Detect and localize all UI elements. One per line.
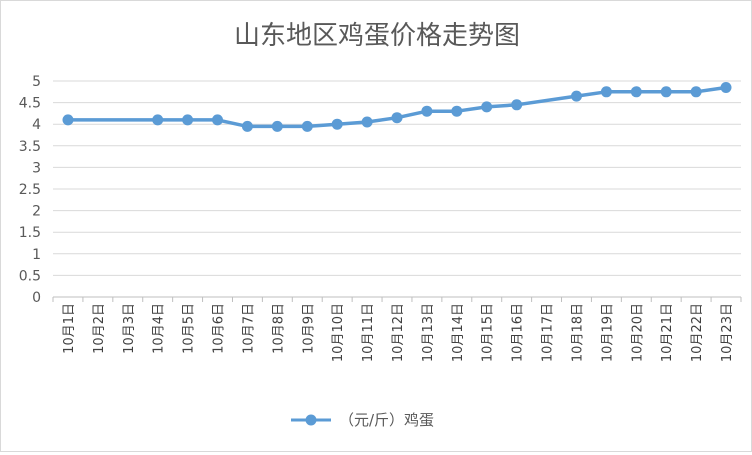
- data-point[interactable]: [600, 86, 612, 98]
- y-tick-label: 4.5: [19, 96, 41, 112]
- x-tick-label: 10月4日: [152, 303, 167, 354]
- y-tick-label: 4: [32, 117, 41, 133]
- data-point[interactable]: [421, 105, 433, 117]
- data-point[interactable]: [152, 114, 164, 126]
- data-point[interactable]: [301, 120, 313, 132]
- x-tick-label: 10月15日: [481, 303, 496, 362]
- x-tick-label: 10月8日: [271, 303, 286, 354]
- data-point[interactable]: [182, 114, 194, 126]
- x-tick-label: 10月11日: [361, 303, 376, 362]
- data-point[interactable]: [271, 120, 283, 132]
- data-point[interactable]: [62, 114, 74, 126]
- legend[interactable]: （元/斤）鸡蛋: [291, 411, 434, 429]
- legend-marker-swatch: [305, 414, 317, 426]
- x-tick-label: 10月20日: [630, 303, 645, 362]
- x-tick-label: 10月7日: [241, 303, 256, 354]
- x-tick-label: 10月6日: [212, 303, 227, 354]
- x-tick-label: 10月22日: [690, 303, 705, 362]
- y-tick-label: 1.5: [19, 225, 41, 241]
- x-tick-label: 10月23日: [720, 303, 735, 362]
- y-tick-label: 0: [32, 290, 41, 306]
- axes: [52, 296, 742, 302]
- y-tick-label: 3.5: [19, 139, 41, 155]
- x-tick-label: 10月19日: [600, 303, 615, 362]
- data-point[interactable]: [690, 86, 702, 98]
- x-tick-label: 10月18日: [570, 303, 585, 362]
- gridlines: [53, 80, 741, 276]
- x-tick-label: 10月13日: [421, 303, 436, 362]
- y-tick-label: 1: [32, 247, 41, 263]
- chart-title: 山东地区鸡蛋价格走势图: [234, 21, 520, 51]
- data-point[interactable]: [391, 112, 403, 124]
- x-tick-label: 10月14日: [451, 303, 466, 362]
- x-tick-label: 10月12日: [391, 303, 406, 362]
- data-point[interactable]: [241, 120, 253, 132]
- legend-series-label: （元/斤）鸡蛋: [339, 411, 434, 429]
- x-tick-label: 10月3日: [122, 303, 137, 354]
- x-tick-label: 10月5日: [182, 303, 197, 354]
- x-axis-ticks: 10月1日 10月2日 10月3日 10月4日 10月5日 10月6日 10月7日 10月8日…: [62, 303, 735, 362]
- x-tick-label: 10月2日: [92, 303, 107, 354]
- y-tick-label: 3: [32, 160, 41, 176]
- x-tick-label: 10月1日: [62, 303, 77, 354]
- data-point[interactable]: [331, 118, 343, 130]
- x-tick-label: 10月16日: [511, 303, 526, 362]
- y-tick-label: 2: [32, 204, 41, 220]
- x-tick-label: 10月9日: [301, 303, 316, 354]
- y-tick-label: 2.5: [19, 182, 41, 198]
- y-tick-label: 5: [32, 74, 41, 90]
- y-axis-ticks: 0 0.5 1 1.5 2 2.5 3 3.5 4 4.5 5: [19, 74, 41, 306]
- data-point[interactable]: [720, 82, 732, 93]
- data-point[interactable]: [481, 101, 493, 113]
- x-tick-label: 10月21日: [660, 303, 675, 362]
- data-point[interactable]: [451, 105, 463, 117]
- data-point[interactable]: [630, 86, 642, 98]
- x-tick-label: 10月17日: [541, 303, 556, 362]
- data-point[interactable]: [361, 116, 373, 128]
- y-tick-label: 0.5: [19, 268, 41, 284]
- data-point[interactable]: [660, 86, 672, 98]
- series-layer: [62, 82, 732, 132]
- x-tick-label: 10月10日: [331, 303, 346, 362]
- data-point[interactable]: [212, 114, 223, 126]
- data-point[interactable]: [571, 90, 582, 102]
- data-point[interactable]: [511, 99, 523, 111]
